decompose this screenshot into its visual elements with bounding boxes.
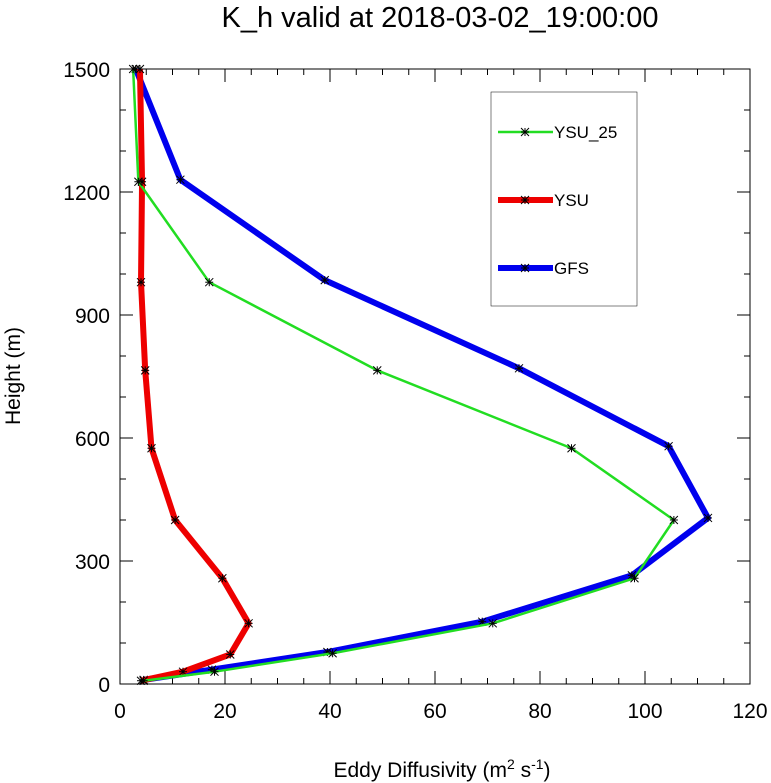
data-point-ysu-25: [630, 573, 639, 583]
y-tick-label: 1500: [63, 59, 110, 82]
y-axis-label: Height (m): [2, 327, 25, 425]
data-point-ysu: [225, 650, 235, 659]
plot-frame: [119, 68, 751, 685]
data-point-ysu: [170, 515, 180, 525]
data-point-ysu: [136, 277, 146, 287]
data-point-ysu: [218, 573, 227, 583]
series-layer: [128, 64, 713, 686]
x-tick-label: 100: [627, 700, 662, 723]
data-point-ysu: [140, 365, 150, 375]
series-line-ysu: [136, 68, 252, 684]
data-point-ysu-25: [372, 365, 382, 375]
data-point-gfs: [514, 363, 524, 373]
data-point-ysu: [244, 618, 253, 628]
y-tick-label: 900: [75, 305, 110, 328]
y-tick-label: 300: [75, 551, 110, 574]
legend-item-ysu: YSU: [498, 191, 589, 210]
x-tick-label: 40: [318, 700, 341, 723]
legend: YSU_25 YSU GFS: [490, 91, 638, 307]
data-point-ysu-25: [328, 648, 337, 658]
x-tick-label: 80: [528, 700, 551, 723]
legend-label: GFS: [554, 259, 589, 278]
legend-marker: [520, 195, 530, 205]
data-point-ysu: [147, 443, 156, 453]
data-point-ysu-25: [204, 277, 214, 287]
data-point-ysu-25: [134, 177, 143, 187]
legend-label: YSU: [554, 191, 589, 210]
data-point-gfs: [320, 275, 330, 285]
data-point-gfs: [176, 175, 185, 185]
chart-title: K_h valid at 2018-03-02_19:00:00: [222, 2, 659, 34]
legend-label: YSU_25: [554, 123, 617, 142]
x-tick-label: 0: [114, 700, 126, 723]
data-point-ysu-25: [210, 667, 219, 677]
legend-item-gfs: GFS: [498, 259, 589, 278]
y-tick-label: 1200: [63, 182, 110, 205]
data-point-ysu-25: [669, 515, 679, 525]
y-axis-ticks: 0 300 600 900 1200 1500: [63, 59, 750, 697]
legend-item-ysu-25: YSU_25: [498, 123, 617, 142]
y-tick-label: 0: [98, 674, 110, 697]
x-tick-label: 120: [732, 700, 767, 723]
series-ysu-25: [128, 64, 679, 686]
x-axis-label: Eddy Diffusivity (m2 s-1): [333, 756, 550, 782]
legend-marker: [520, 127, 530, 137]
data-point-ysu: [135, 64, 145, 74]
data-point-ysu-25: [128, 64, 138, 74]
data-point-ysu-25: [139, 676, 148, 686]
data-point-ysu-25: [488, 618, 498, 628]
data-point-gfs: [664, 441, 673, 451]
series-ysu: [135, 64, 253, 686]
x-tick-label: 20: [213, 700, 236, 723]
data-point-gfs: [703, 513, 713, 523]
x-tick-label: 60: [423, 700, 446, 723]
y-tick-label: 600: [75, 428, 110, 451]
data-point-ysu-25: [567, 443, 576, 453]
x-axis-ticks: 0 20 40 60 80 100 120: [114, 69, 768, 723]
legend-marker: [520, 263, 530, 273]
